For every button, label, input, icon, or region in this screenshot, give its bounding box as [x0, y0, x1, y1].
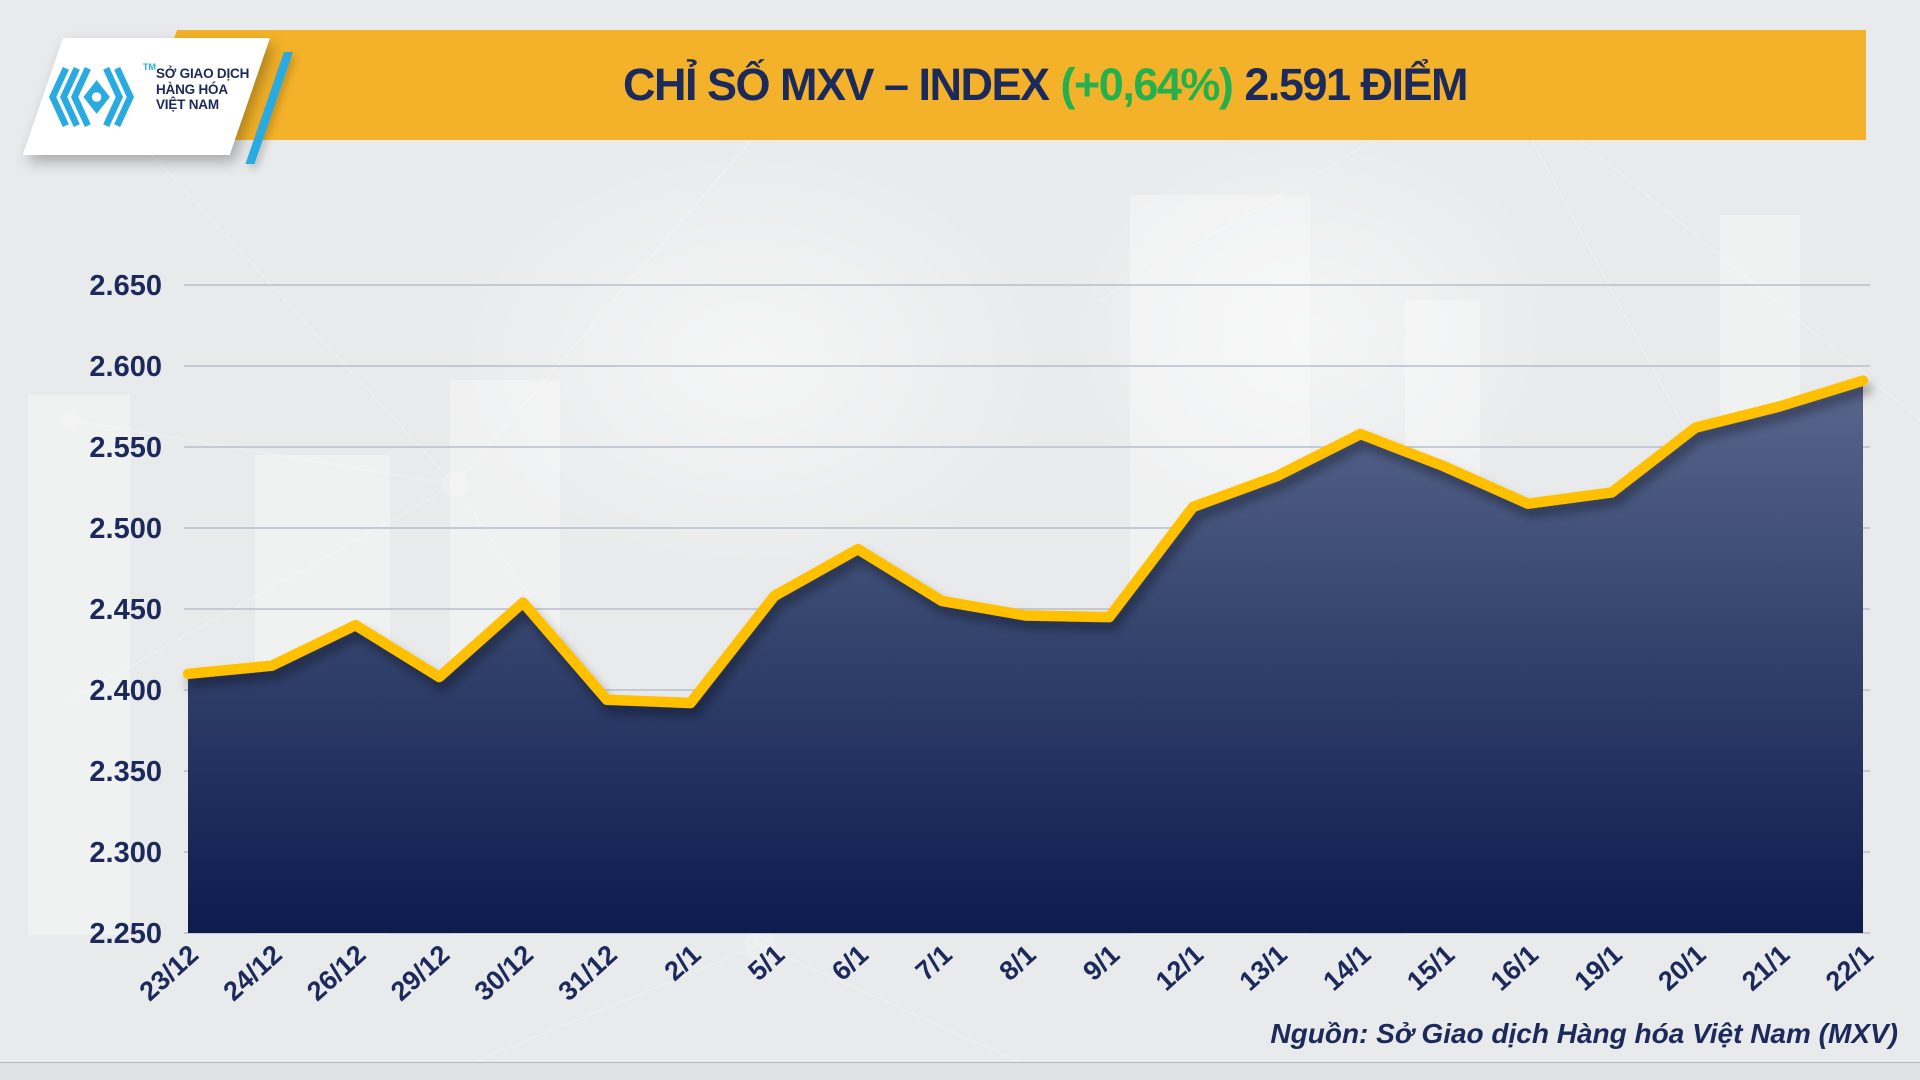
x-tick-label: 31/12: [553, 939, 623, 1007]
x-tick-label: 12/1: [1150, 939, 1209, 996]
logo-wordmark-line1: SỞ GIAO DỊCH: [156, 66, 250, 81]
chart-title-text: CHỈ SỐ MXV – INDEX: [622, 59, 1050, 110]
y-tick-label: 2.400: [89, 675, 162, 707]
x-tick-label: 19/1: [1569, 939, 1628, 996]
mxv-logo-icon: [48, 67, 135, 127]
logo-diamond-hole: [91, 92, 102, 102]
x-tick-label: 16/1: [1485, 939, 1544, 996]
x-tick-label: 29/12: [385, 939, 455, 1007]
x-axis-labels-group: 23/12 24/12 26/12 29/12 30/12 31/12 2/1 5/1 6/1 7…: [134, 939, 1879, 1007]
y-tick-label: 2.450: [89, 594, 162, 626]
x-tick-label: 24/12: [218, 939, 288, 1007]
x-tick-label: 9/1: [1077, 939, 1125, 986]
y-tick-label: 2.350: [89, 756, 162, 788]
mxv-logo: TM SỞ GIAO DỊCH HÀNG HÓA VIỆT NAM: [0, 0, 330, 170]
y-tick-label: 2.600: [89, 351, 162, 383]
y-tick-label: 2.500: [89, 513, 162, 545]
chart-title: CHỈ SỐ MXV – INDEX (+0,64%) 2.591 ĐIỂM: [453, 59, 1469, 111]
x-tick-label: 7/1: [910, 939, 958, 986]
source-caption: Nguồn: Sở Giao dịch Hàng hóa Việt Nam (M…: [1270, 1018, 1898, 1049]
area-fill: [188, 380, 1863, 934]
x-tick-label: 2/1: [659, 939, 707, 986]
x-tick-label: 14/1: [1317, 939, 1376, 996]
y-tick-label: 2.550: [89, 432, 162, 464]
x-tick-label: 5/1: [742, 939, 790, 986]
x-tick-label: 30/12: [469, 939, 539, 1007]
logo-wordmark-line3: VIỆT NAM: [156, 97, 219, 112]
index-line: [182, 375, 1869, 709]
logo-wordmark-line2: HÀNG HÓA: [156, 81, 228, 97]
y-tick-label: 2.250: [89, 918, 162, 950]
x-tick-label: 22/1: [1820, 939, 1879, 996]
x-tick-label: 21/1: [1736, 939, 1795, 996]
y-tick-label: 2.650: [89, 270, 162, 302]
chart-title-change-badge: (+0,64%): [1060, 59, 1234, 110]
x-tick-label: 8/1: [994, 939, 1042, 986]
x-tick-label: 20/1: [1652, 939, 1711, 996]
chart-title-value: 2.591 ĐIỂM: [1244, 59, 1468, 110]
x-tick-label: 13/1: [1234, 939, 1293, 996]
x-tick-label: 26/12: [301, 939, 371, 1007]
trademark-symbol: TM: [143, 62, 156, 72]
x-tick-label: 6/1: [826, 939, 874, 986]
logo-wordmark: SỞ GIAO DỊCH HÀNG HÓA VIỆT NAM: [156, 66, 266, 113]
series-group: [182, 375, 1869, 934]
y-tick-label: 2.300: [89, 837, 162, 869]
x-tick-label: 15/1: [1401, 939, 1460, 996]
title-banner: CHỈ SỐ MXV – INDEX (+0,64%) 2.591 ĐIỂM: [139, 30, 1866, 140]
